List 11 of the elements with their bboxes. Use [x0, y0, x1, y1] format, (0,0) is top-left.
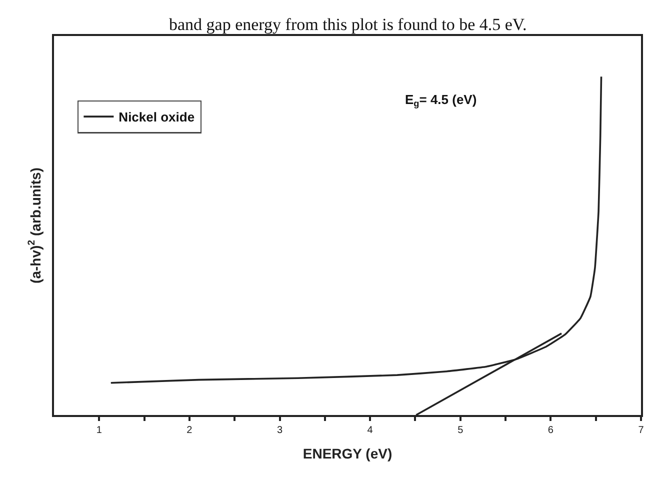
annotation: E$_{g}$= 4.5 (eV)	[405, 92, 477, 109]
x-tick-label: 4	[367, 424, 374, 436]
x-tick-label: 2	[186, 424, 193, 436]
x-tick-label: 3	[276, 424, 283, 436]
legend-label: Nickel oxide	[118, 110, 195, 125]
x-tick-label: 7	[638, 424, 644, 436]
x-axis-title: ENERGY (eV)	[302, 446, 392, 462]
text: band gap energy from this plot is found to be 4.5 eV.	[169, 15, 527, 34]
x-tick-label: 1	[96, 424, 102, 436]
x-tick-label: 5	[458, 424, 464, 436]
x-tick-label: 6	[548, 424, 554, 436]
